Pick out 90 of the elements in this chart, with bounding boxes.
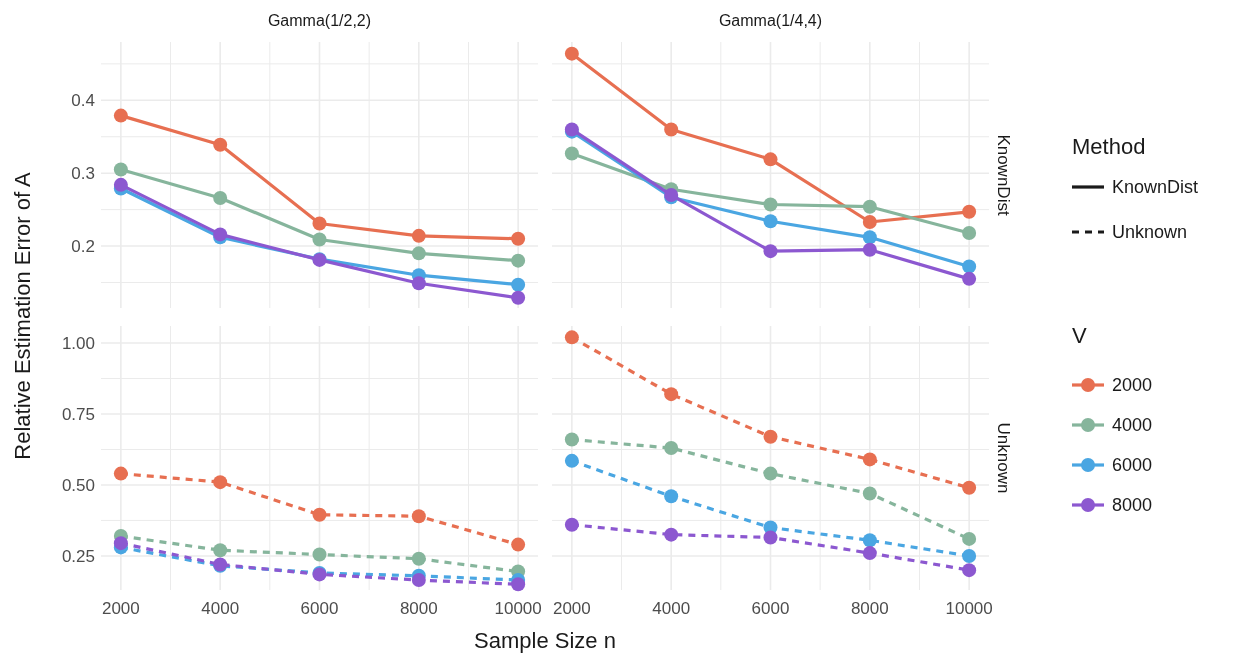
point <box>564 517 579 532</box>
y-tick-label: 0.2 <box>71 237 95 256</box>
y-tick-label: 0.4 <box>71 91 95 111</box>
point <box>862 452 877 467</box>
point <box>664 122 679 137</box>
x-tick-label: 4000 <box>652 599 691 618</box>
x-tick-label: 8000 <box>399 599 438 618</box>
point <box>213 543 228 558</box>
point <box>564 453 579 468</box>
point <box>312 507 327 522</box>
point <box>664 387 679 402</box>
point <box>411 276 426 291</box>
point <box>312 232 327 247</box>
x-tick-label: 2000 <box>552 599 591 618</box>
legend-label: 6000 <box>1112 455 1153 476</box>
point <box>862 199 877 214</box>
x-tick-label: 4000 <box>201 599 240 618</box>
point <box>113 177 128 192</box>
point <box>113 466 128 481</box>
point <box>962 271 977 286</box>
point <box>763 466 778 481</box>
point <box>862 486 877 501</box>
point <box>763 244 778 259</box>
point <box>411 551 426 566</box>
y-tick-label: 0.3 <box>71 164 95 184</box>
x-tick-label: 10000 <box>945 599 993 618</box>
point <box>213 137 228 152</box>
point <box>511 537 526 552</box>
y2-axis-title: Unknown <box>994 422 1013 494</box>
point <box>213 190 228 205</box>
point <box>962 204 977 219</box>
legend-label: 2000 <box>1112 375 1153 396</box>
point <box>763 197 778 212</box>
x-axis-title: Sample Size n <box>474 628 616 653</box>
y-tick-label: 0.25 <box>61 546 95 566</box>
point <box>411 228 426 243</box>
point <box>411 509 426 524</box>
point <box>763 429 778 444</box>
text: KnownDist <box>1112 177 1199 198</box>
x-tick-label: 6000 <box>751 599 790 618</box>
point <box>763 152 778 167</box>
point <box>962 259 977 274</box>
point <box>113 162 128 177</box>
legend-label: 4000 <box>1112 415 1153 436</box>
point <box>511 290 526 305</box>
point <box>312 547 327 562</box>
y-axis-title: Relative Estimation Error of A <box>10 172 35 460</box>
point <box>862 230 877 245</box>
point <box>962 563 977 578</box>
point <box>511 231 526 246</box>
text: Unknown <box>1112 222 1188 243</box>
chart-title: Gamma(1/2,2) <box>267 12 372 29</box>
point <box>411 246 426 261</box>
point <box>511 577 526 592</box>
point <box>213 475 228 490</box>
point <box>763 530 778 545</box>
point <box>113 536 128 551</box>
legend-label: 8000 <box>1112 495 1153 516</box>
point <box>511 253 526 268</box>
point <box>564 432 579 447</box>
point <box>763 214 778 229</box>
point <box>962 548 977 563</box>
point <box>862 215 877 230</box>
point <box>564 46 579 61</box>
point <box>411 573 426 588</box>
x-tick-label: 10000 <box>494 599 542 618</box>
legend-title: V <box>1072 323 1087 348</box>
point <box>113 108 128 123</box>
point <box>312 216 327 231</box>
point <box>664 441 679 456</box>
x-tick-label: 2000 <box>101 599 140 618</box>
point <box>962 480 977 495</box>
chart-title: Gamma(1/4,4) <box>718 12 823 29</box>
y2-axis-title: KnownDist <box>994 134 1013 216</box>
y-tick-label: 0.75 <box>61 404 95 424</box>
point <box>962 225 977 240</box>
point <box>664 489 679 504</box>
point <box>511 277 526 292</box>
point <box>862 242 877 257</box>
point <box>564 330 579 345</box>
x-tick-label: 8000 <box>850 599 889 618</box>
point <box>664 527 679 542</box>
point <box>862 546 877 561</box>
y-tick-label: 0.50 <box>61 475 95 495</box>
point <box>564 146 579 161</box>
x-tick-label: 6000 <box>300 599 339 618</box>
point <box>962 531 977 546</box>
y-tick-label: 1.00 <box>61 333 95 353</box>
point <box>862 533 877 548</box>
legend-title: Method <box>1072 134 1146 159</box>
